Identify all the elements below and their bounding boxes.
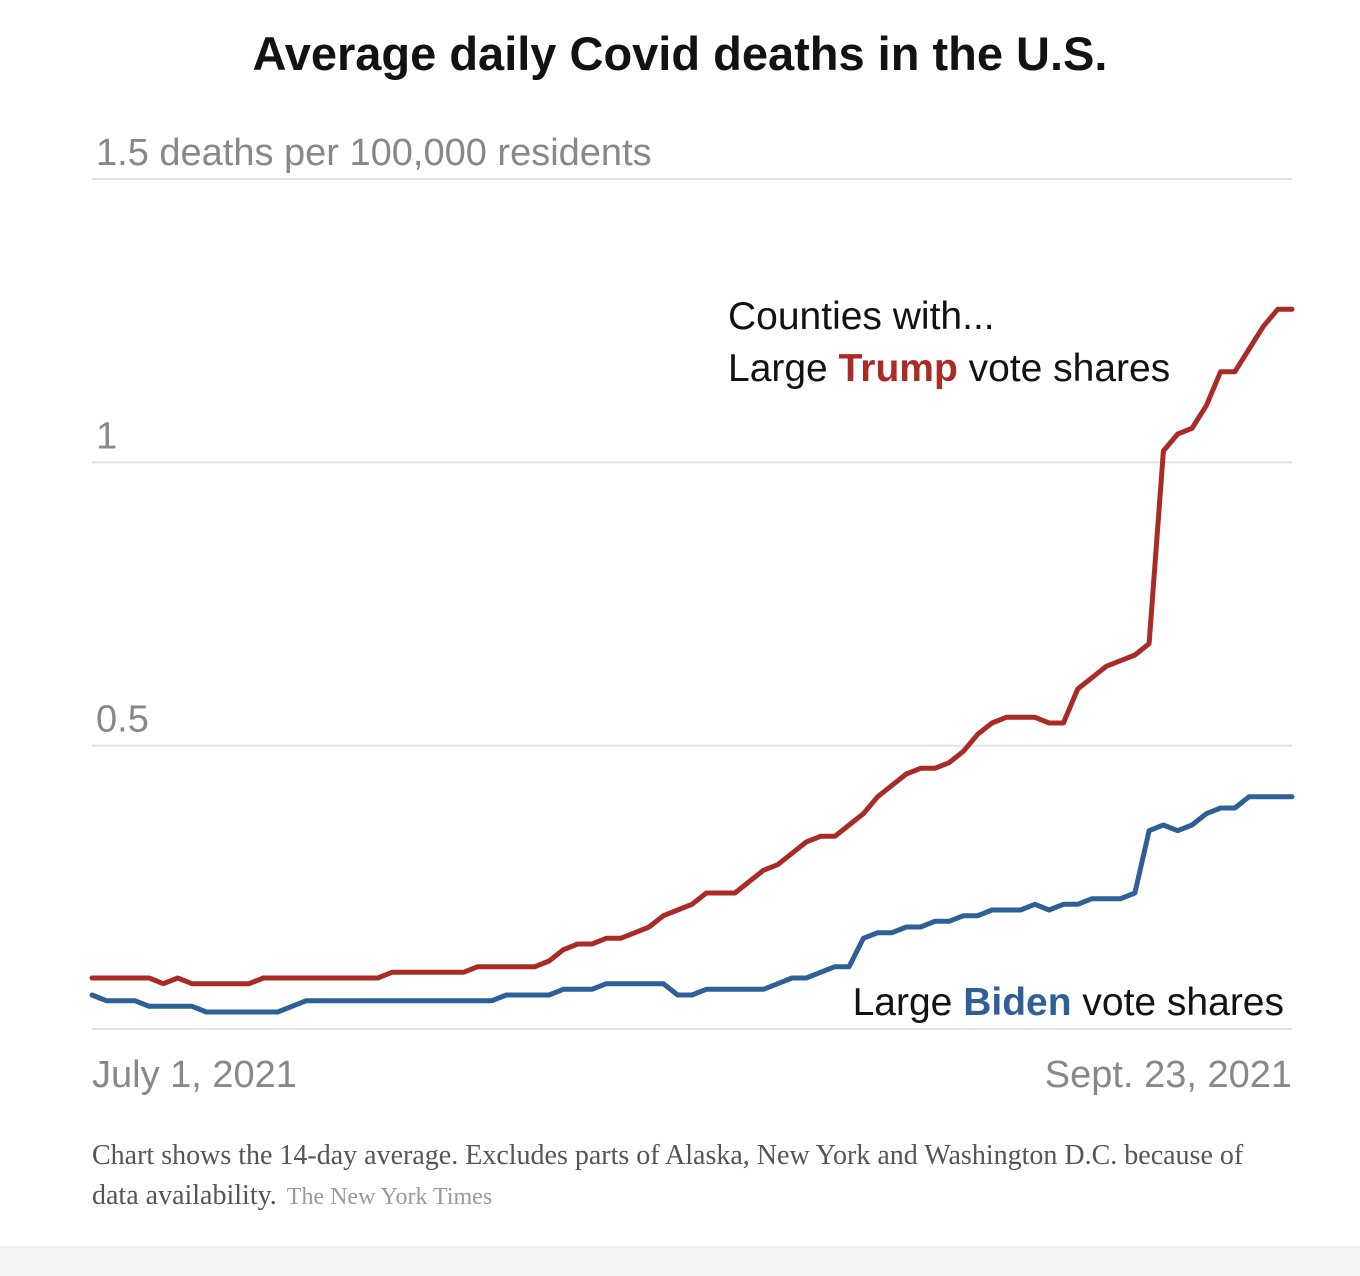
y-tick-label-0: 1.5 deaths per 100,000 residents: [96, 132, 652, 174]
series-line-biden: [89, 794, 1295, 1015]
chart-footnote: Chart shows the 14-day average. Excludes…: [92, 1136, 1272, 1217]
page-bottom-strip: [0, 1246, 1360, 1276]
series-label-biden: Large Biden vote shares: [853, 981, 1284, 1024]
y-tick-label-2: 0.5: [96, 699, 149, 741]
x-axis-tick-labels: July 1, 2021 Sept. 23, 2021: [92, 1054, 1292, 1096]
y-tick-label-1: 1: [96, 415, 117, 457]
footnote-text: Chart shows the 14-day average. Excludes…: [92, 1140, 1244, 1211]
gridlines: [92, 178, 1292, 1030]
series-lines: [89, 306, 1295, 1015]
source-credit: The New York Times: [286, 1184, 493, 1210]
series-line-trump: [89, 306, 1295, 987]
y-axis-tick-labels: 1.5 deaths per 100,000 residents 1 0.5: [96, 132, 652, 741]
chart-title: Average daily Covid deaths in the U.S.: [252, 27, 1108, 80]
x-tick-label-1: Sept. 23, 2021: [1045, 1054, 1292, 1096]
x-tick-label-0: July 1, 2021: [92, 1054, 297, 1096]
series-label-trump: Large Trump vote shares: [728, 347, 1170, 390]
line-chart: 1.5 deaths per 100,000 residents 1 0.5 Jul…: [89, 132, 1295, 1096]
annotations: Counties with... Large Trump vote shares…: [728, 295, 1284, 1024]
annotation-intro: Counties with...: [728, 295, 995, 338]
